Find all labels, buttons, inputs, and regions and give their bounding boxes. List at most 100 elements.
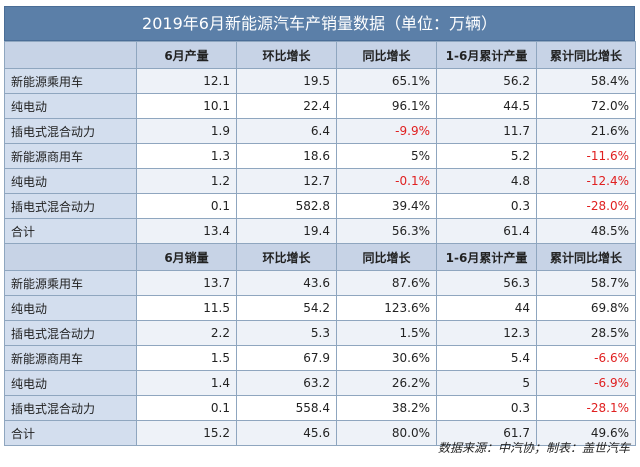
production-value-cell: 6.4 [236,118,337,144]
sales-value-cell: 558.4 [236,395,337,421]
production-body: 新能源乘用车 12.1 19.5 65.1% 56.2 58.4% 纯电动 10.1 22.4 9… [4,68,636,244]
sales-table-row: 纯电动 11.5 54.2 123.6% 44 69.8% [4,295,636,321]
production-value-cell: 72.0% [536,93,636,119]
sales-value-cell: 0.1 [136,395,237,421]
production-value-cell: 5% [336,143,437,169]
production-value-cell: -12.4% [536,168,636,194]
production-value-cell: 18.6 [236,143,337,169]
sales-value-cell: 123.6% [336,295,437,321]
production-value-cell: 96.1% [336,93,437,119]
sales-header-cell: 6月销量 [136,243,237,271]
production-value-cell: 21.6% [536,118,636,144]
sales-table-row: 纯电动 1.4 63.2 26.2% 5 -6.9% [4,370,636,396]
sales-value-cell: 87.6% [336,270,437,296]
production-table-row: 纯电动 1.2 12.7 -0.1% 4.8 -12.4% [4,168,636,194]
sales-value-cell: 1.5% [336,320,437,346]
production-value-cell: 22.4 [236,93,337,119]
sales-header: 6月销量 环比增长 同比增长 1-6月累计产量 累计同比增长 [4,243,636,271]
sales-value-cell: 2.2 [136,320,237,346]
sales-table-row: 插电式混合动力 2.2 5.3 1.5% 12.3 28.5% [4,320,636,346]
sales-header-cell [4,243,137,271]
sales-value-cell: 45.6 [236,420,337,446]
sales-row-label: 新能源商用车 [4,345,137,371]
production-table-row: 新能源乘用车 12.1 19.5 65.1% 56.2 58.4% [4,68,636,94]
sales-value-cell: 38.2% [336,395,437,421]
production-row-label: 纯电动 [4,168,137,194]
production-value-cell: 39.4% [336,193,437,219]
sales-value-cell: -28.1% [536,395,636,421]
production-header-cell [4,41,137,69]
production-table-row: 插电式混合动力 1.9 6.4 -9.9% 11.7 21.6% [4,118,636,144]
sales-value-cell: 5 [436,370,537,396]
production-value-cell: 12.7 [236,168,337,194]
sales-value-cell: 54.2 [236,295,337,321]
production-row-label: 新能源商用车 [4,143,137,169]
production-table-row: 新能源商用车 1.3 18.6 5% 5.2 -11.6% [4,143,636,169]
production-value-cell: 10.1 [136,93,237,119]
sales-header-cell: 同比增长 [336,243,437,271]
sales-value-cell: -6.9% [536,370,636,396]
sales-header-cell: 环比增长 [236,243,337,271]
production-row-label: 插电式混合动力 [4,193,137,219]
production-value-cell: 5.2 [436,143,537,169]
production-value-cell: 1.2 [136,168,237,194]
sales-value-cell: 63.2 [236,370,337,396]
production-header-cell: 环比增长 [236,41,337,69]
production-value-cell: 13.4 [136,218,237,244]
sales-table-row: 合计 15.2 45.6 80.0% 61.7 49.6% [4,420,636,446]
sales-value-cell: 67.9 [236,345,337,371]
production-value-cell: 582.8 [236,193,337,219]
production-value-cell: -11.6% [536,143,636,169]
production-value-cell: 56.3% [336,218,437,244]
production-row-label: 新能源乘用车 [4,68,137,94]
sales-row-label: 纯电动 [4,370,137,396]
production-table-row: 插电式混合动力 0.1 582.8 39.4% 0.3 -28.0% [4,193,636,219]
sales-header-cell: 累计同比增长 [536,243,636,271]
production-header: 6月产量 环比增长 同比增长 1-6月累计产量 累计同比增长 [4,41,636,69]
sales-body: 新能源乘用车 13.7 43.6 87.6% 56.3 58.7% 纯电动 11.5 54.2 1… [4,270,636,446]
sales-value-cell: 61.7 [436,420,537,446]
sales-value-cell: 12.3 [436,320,537,346]
production-header-cell: 1-6月累计产量 [436,41,537,69]
sales-value-cell: 28.5% [536,320,636,346]
sales-value-cell: 44 [436,295,537,321]
sales-value-cell: 11.5 [136,295,237,321]
production-sales-table: 6月产量 环比增长 同比增长 1-6月累计产量 累计同比增长 新能源乘用车 12.1 19.… [4,41,636,446]
production-value-cell: 48.5% [536,218,636,244]
sales-value-cell: 26.2% [336,370,437,396]
table-title: 2019年6月新能源汽车产销量数据（单位：万辆） [4,6,635,41]
production-value-cell: 0.1 [136,193,237,219]
production-value-cell: 11.7 [436,118,537,144]
sales-row-label: 插电式混合动力 [4,320,137,346]
production-header-cell: 6月产量 [136,41,237,69]
sales-value-cell: 1.4 [136,370,237,396]
production-value-cell: -0.1% [336,168,437,194]
production-value-cell: 19.5 [236,68,337,94]
sales-value-cell: 1.5 [136,345,237,371]
sales-value-cell: 13.7 [136,270,237,296]
sales-value-cell: 43.6 [236,270,337,296]
production-header-cell: 累计同比增长 [536,41,636,69]
sales-value-cell: 56.3 [436,270,537,296]
production-table-row: 纯电动 10.1 22.4 96.1% 44.5 72.0% [4,93,636,119]
sales-table-row: 新能源乘用车 13.7 43.6 87.6% 56.3 58.7% [4,270,636,296]
production-row-label: 纯电动 [4,93,137,119]
sales-value-cell: 30.6% [336,345,437,371]
production-value-cell: 12.1 [136,68,237,94]
sales-row-label: 插电式混合动力 [4,395,137,421]
production-value-cell: -28.0% [536,193,636,219]
sales-table-row: 新能源商用车 1.5 67.9 30.6% 5.4 -6.6% [4,345,636,371]
sales-value-cell: -6.6% [536,345,636,371]
production-value-cell: 1.3 [136,143,237,169]
sales-value-cell: 15.2 [136,420,237,446]
production-value-cell: -9.9% [336,118,437,144]
production-header-cell: 同比增长 [336,41,437,69]
sales-table-row: 插电式混合动力 0.1 558.4 38.2% 0.3 -28.1% [4,395,636,421]
sales-value-cell: 58.7% [536,270,636,296]
sales-value-cell: 0.3 [436,395,537,421]
production-value-cell: 0.3 [436,193,537,219]
production-value-cell: 44.5 [436,93,537,119]
sales-row-label: 合计 [4,420,137,446]
sales-value-cell: 5.4 [436,345,537,371]
sales-value-cell: 49.6% [536,420,636,446]
